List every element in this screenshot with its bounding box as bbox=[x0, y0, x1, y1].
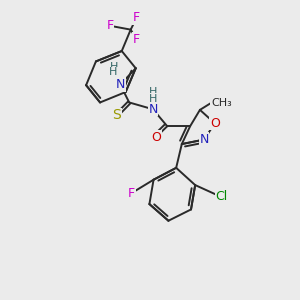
Text: CH₃: CH₃ bbox=[211, 98, 232, 108]
Text: F: F bbox=[106, 19, 113, 32]
Text: H: H bbox=[149, 87, 157, 98]
Text: O: O bbox=[210, 117, 220, 130]
Text: H: H bbox=[109, 67, 117, 77]
Text: F: F bbox=[133, 33, 140, 46]
Text: O: O bbox=[151, 131, 161, 144]
Text: F: F bbox=[133, 11, 140, 24]
Text: N: N bbox=[200, 133, 209, 146]
Text: H: H bbox=[149, 94, 157, 104]
Text: Cl: Cl bbox=[215, 190, 227, 203]
Text: H: H bbox=[110, 62, 118, 72]
Text: S: S bbox=[112, 108, 121, 122]
Text: N: N bbox=[148, 103, 158, 116]
Text: N: N bbox=[116, 78, 125, 91]
Text: F: F bbox=[128, 187, 135, 200]
